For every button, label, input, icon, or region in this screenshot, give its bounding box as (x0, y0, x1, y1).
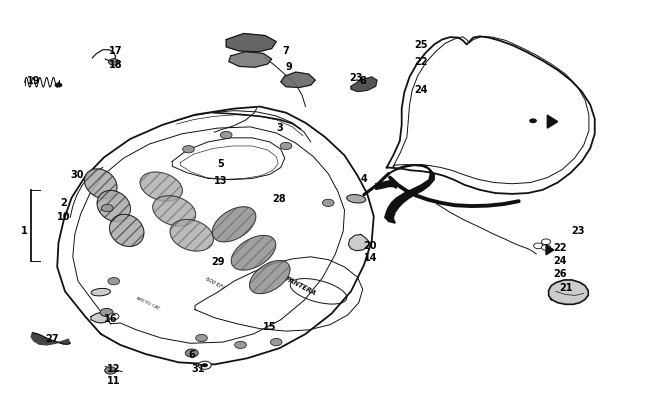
Circle shape (196, 335, 207, 342)
Polygon shape (351, 78, 377, 92)
Ellipse shape (250, 261, 290, 294)
Polygon shape (546, 245, 554, 255)
Text: 21: 21 (559, 283, 572, 292)
Text: 19: 19 (27, 76, 40, 86)
Ellipse shape (170, 220, 213, 252)
Text: ARCTIC CAT: ARCTIC CAT (136, 295, 161, 309)
Text: 29: 29 (211, 256, 224, 266)
Circle shape (202, 363, 208, 367)
Polygon shape (91, 313, 109, 323)
Circle shape (541, 245, 551, 251)
Text: 3: 3 (276, 123, 283, 132)
Ellipse shape (84, 169, 117, 199)
Ellipse shape (212, 207, 256, 242)
Text: 13: 13 (214, 175, 227, 185)
Text: 2: 2 (60, 198, 67, 207)
Text: 24: 24 (414, 85, 427, 95)
Circle shape (280, 143, 292, 150)
Circle shape (109, 60, 119, 66)
Circle shape (220, 132, 232, 139)
Text: 31: 31 (192, 364, 205, 373)
Text: 28: 28 (273, 194, 286, 203)
Ellipse shape (91, 289, 111, 296)
Text: 25: 25 (414, 40, 427, 50)
Text: 15: 15 (263, 321, 276, 331)
Text: 30: 30 (70, 169, 83, 179)
Text: 5: 5 (218, 159, 224, 169)
Ellipse shape (140, 173, 183, 202)
Text: 16: 16 (104, 313, 117, 323)
Text: 8: 8 (359, 76, 366, 86)
Polygon shape (281, 73, 315, 88)
Circle shape (322, 200, 334, 207)
Text: 7: 7 (283, 46, 289, 55)
Text: 27: 27 (46, 333, 58, 343)
Text: 600 EFI: 600 EFI (205, 276, 224, 289)
Text: 26: 26 (554, 269, 567, 278)
Ellipse shape (231, 236, 276, 271)
Circle shape (198, 361, 211, 369)
Polygon shape (229, 53, 272, 68)
Ellipse shape (109, 215, 144, 247)
Circle shape (109, 313, 119, 320)
Polygon shape (376, 181, 396, 190)
Text: 14: 14 (364, 252, 377, 262)
Text: 6: 6 (188, 350, 195, 359)
Polygon shape (31, 333, 70, 345)
Text: 22: 22 (414, 57, 427, 66)
Circle shape (108, 278, 120, 285)
Circle shape (185, 349, 198, 357)
Ellipse shape (97, 191, 131, 222)
Text: 20: 20 (364, 240, 377, 250)
Text: 17: 17 (109, 46, 122, 55)
Circle shape (534, 243, 543, 249)
Polygon shape (348, 235, 369, 251)
Circle shape (55, 83, 62, 88)
Circle shape (529, 119, 537, 124)
Polygon shape (226, 34, 276, 53)
Text: 23: 23 (350, 73, 363, 83)
Text: 4: 4 (361, 173, 367, 183)
Text: 12: 12 (107, 363, 120, 373)
Circle shape (235, 341, 246, 349)
Text: 24: 24 (554, 255, 567, 265)
Circle shape (105, 367, 116, 374)
Text: 10: 10 (57, 212, 70, 222)
Text: 9: 9 (286, 62, 292, 72)
Circle shape (541, 239, 551, 245)
Ellipse shape (346, 195, 366, 203)
Polygon shape (547, 116, 558, 129)
Circle shape (270, 339, 282, 346)
Text: 1: 1 (21, 226, 28, 236)
Text: 18: 18 (109, 60, 122, 70)
Circle shape (183, 146, 194, 153)
Polygon shape (549, 280, 588, 305)
Polygon shape (385, 165, 434, 224)
Text: 22: 22 (554, 242, 567, 252)
Circle shape (101, 205, 113, 212)
Text: 23: 23 (572, 226, 585, 236)
Text: 11: 11 (107, 375, 120, 385)
Ellipse shape (153, 196, 196, 226)
Text: PANTERA: PANTERA (285, 275, 317, 296)
Circle shape (100, 309, 113, 317)
